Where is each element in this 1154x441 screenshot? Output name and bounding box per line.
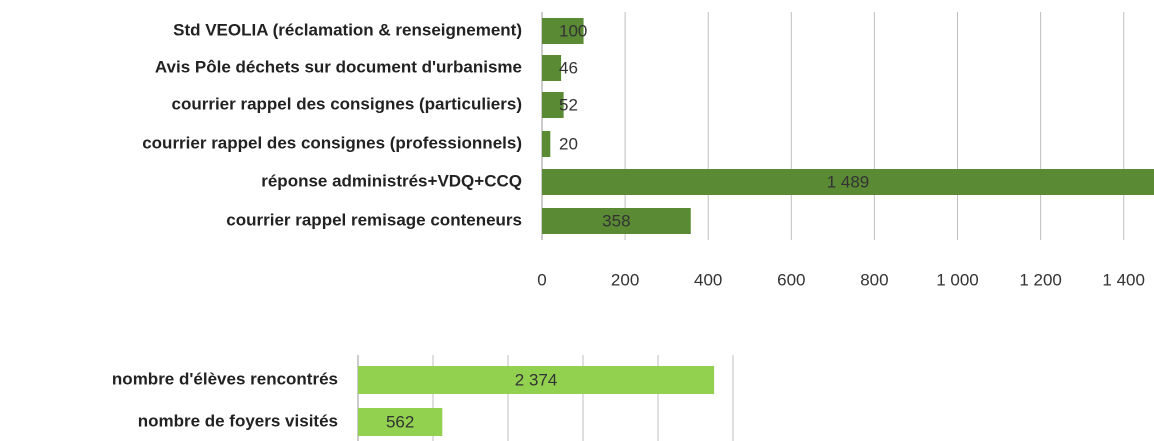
category-label: Avis Pôle déchets sur document d'urbanis… — [155, 57, 522, 76]
category-label: courrier rappel des consignes (professio… — [142, 133, 522, 152]
bar — [542, 92, 564, 118]
category-label: Std VEOLIA (réclamation & renseignement) — [173, 20, 522, 39]
value-label: 46 — [559, 58, 578, 77]
value-label: 562 — [386, 412, 414, 431]
x-tick-label: 400 — [694, 270, 722, 289]
bar — [542, 169, 1154, 195]
x-tick-label: 600 — [777, 270, 805, 289]
value-label: 2 374 — [515, 370, 558, 389]
category-label: courrier rappel des consignes (particuli… — [171, 94, 522, 113]
bar — [542, 131, 551, 157]
x-tick-label: 1 400 — [1102, 270, 1145, 289]
x-tick-label: 0 — [537, 270, 546, 289]
bar — [358, 366, 715, 394]
category-label: réponse administrés+VDQ+CCQ — [261, 171, 522, 190]
value-label: 1 489 — [827, 172, 870, 191]
value-label: 100 — [559, 21, 587, 40]
x-tick-label: 800 — [860, 270, 888, 289]
category-label: courrier rappel remisage conteneurs — [226, 210, 522, 229]
bar — [542, 208, 691, 234]
x-tick-label: 1 000 — [936, 270, 979, 289]
category-label: nombre de foyers visités — [138, 411, 338, 430]
bar — [542, 18, 584, 44]
value-label: 358 — [602, 211, 630, 230]
bar — [358, 408, 443, 436]
value-label: 20 — [559, 134, 578, 153]
category-label: nombre d'élèves rencontrés — [112, 369, 338, 388]
value-label: 52 — [559, 95, 578, 114]
bar — [542, 55, 562, 81]
x-tick-label: 200 — [611, 270, 639, 289]
x-tick-label: 1 200 — [1019, 270, 1062, 289]
